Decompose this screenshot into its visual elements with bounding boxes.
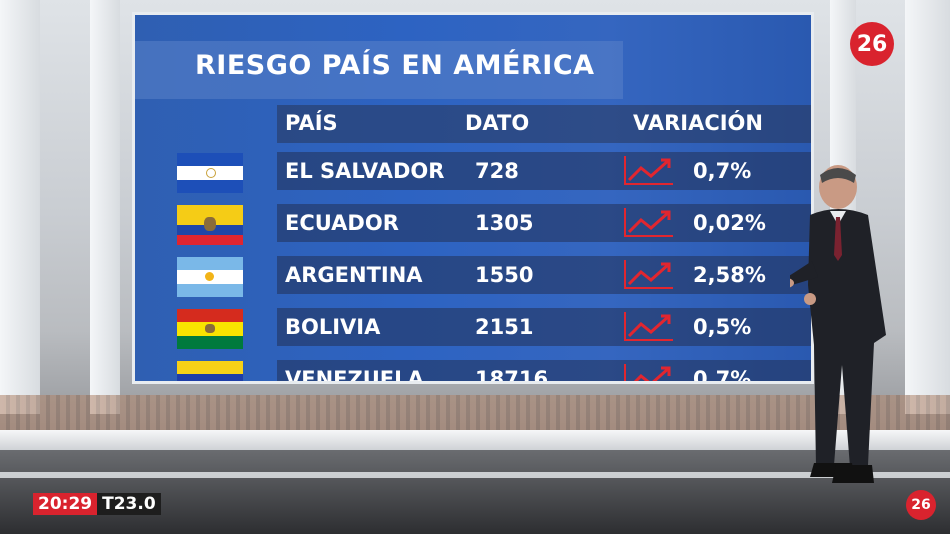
channel-logo-small: 26 [906,490,936,520]
left-pillar [0,0,40,414]
country-name: BOLIVIA [285,315,381,339]
trend-up-icon [624,260,673,289]
el-salvador-flag [177,153,243,193]
table-row [277,308,811,346]
header-value: DATO [465,111,530,135]
country-name: ECUADOR [285,211,399,235]
country-variation: 0,5% [693,315,752,339]
channel-logo: 26 [850,22,894,66]
header-country: PAÍS [285,111,338,135]
presenter-figure [790,165,886,483]
table-row [277,256,811,294]
stage-rim [0,430,950,450]
floor-line [0,472,950,478]
temperature: T23.0 [97,493,161,515]
country-name: VENEZUELA [285,367,424,384]
studio-floor [0,450,950,534]
table-row [277,204,811,242]
title-bar [135,41,623,99]
country-value: 2151 [475,315,534,339]
right-pillar-outer [905,0,950,414]
trend-up-icon [624,312,673,341]
country-variation: 0,7% [693,159,752,183]
country-value: 728 [475,159,519,183]
header-variation: VARIACIÓN [633,111,763,135]
bolivia-flag [177,309,243,349]
country-value: 1550 [475,263,534,287]
country-variation: 2,58% [693,263,766,287]
trend-up-icon [624,208,673,237]
trend-up-icon [624,156,673,185]
country-variation: 0,02% [693,211,766,235]
argentina-flag [177,257,243,297]
country-name: EL SALVADOR [285,159,445,183]
video-wall-screen: RIESGO PAÍS EN AMÉRICA PAÍS DATO VARIACI… [132,12,814,384]
wall-strip [0,395,950,433]
country-value: 1305 [475,211,534,235]
venezuela-flag [177,361,243,381]
country-variation: 0,7% [693,367,752,384]
country-value: 18716 [475,367,549,384]
graphic-title: RIESGO PAÍS EN AMÉRICA [195,50,595,81]
ecuador-flag [177,205,243,245]
trend-up-icon [624,364,671,381]
left-pillar-inner [90,0,120,414]
country-name: ARGENTINA [285,263,423,287]
table-row [277,152,811,190]
table-row [277,360,811,381]
clock-time: 20:29 [33,493,98,515]
header-band [277,105,811,143]
time-temperature-badge: 20:29 T23.0 [33,493,161,515]
